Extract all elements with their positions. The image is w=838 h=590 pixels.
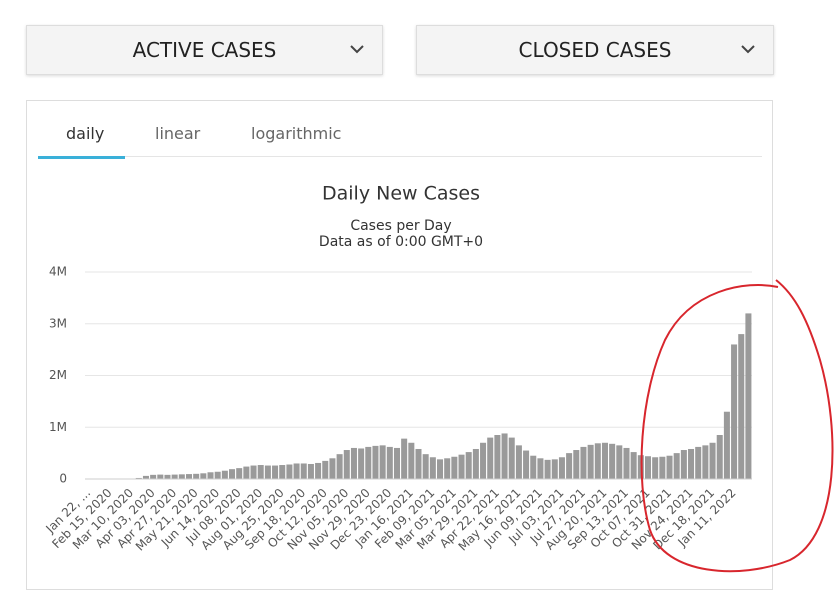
bar <box>251 466 257 479</box>
bar <box>308 464 314 479</box>
bar <box>272 466 278 479</box>
bar <box>731 344 737 479</box>
chart-title: Daily New Cases <box>322 183 480 205</box>
bar <box>710 443 716 479</box>
bar <box>193 474 199 479</box>
bar <box>243 467 249 479</box>
bar <box>516 445 522 479</box>
bar <box>415 449 421 479</box>
bar <box>509 438 515 479</box>
bar <box>401 439 407 479</box>
bar <box>315 463 321 479</box>
bar <box>265 466 271 479</box>
bar <box>200 473 206 479</box>
page: ACTIVE CASES CLOSED CASES daily linear l… <box>0 0 838 577</box>
bar <box>387 447 393 479</box>
bar <box>667 456 673 479</box>
bar <box>502 433 508 479</box>
bar <box>186 474 192 479</box>
bar <box>724 412 730 479</box>
bar <box>236 468 242 479</box>
bar <box>229 469 235 479</box>
bar <box>738 334 744 479</box>
bar <box>745 313 751 479</box>
bar <box>294 463 300 479</box>
bar <box>207 472 213 479</box>
bar <box>702 445 708 479</box>
bar <box>530 456 536 479</box>
bar <box>451 457 457 479</box>
bar <box>372 446 378 479</box>
bar <box>595 443 601 479</box>
bar <box>358 448 364 479</box>
bar <box>588 445 594 479</box>
bar <box>580 447 586 479</box>
bar <box>365 447 371 479</box>
bar <box>609 444 615 479</box>
bar <box>473 449 479 479</box>
bar <box>537 458 543 479</box>
bar <box>523 451 529 479</box>
bar <box>545 460 551 479</box>
bar <box>322 461 328 479</box>
bar <box>717 435 723 479</box>
bar <box>466 452 472 479</box>
bar <box>695 447 701 479</box>
chart: Daily New Cases Cases per Day Data as of… <box>0 0 838 577</box>
bar <box>444 458 450 479</box>
bar <box>645 456 651 479</box>
bar <box>573 450 579 479</box>
bar <box>659 457 665 479</box>
bar <box>279 465 285 479</box>
bar <box>351 448 357 479</box>
bar <box>487 438 493 479</box>
bar <box>337 454 343 479</box>
y-tick-label: 1M <box>49 420 67 434</box>
bar <box>494 435 500 479</box>
bar <box>164 475 170 479</box>
bar <box>681 450 687 479</box>
bar <box>179 474 185 479</box>
bar <box>423 454 429 479</box>
bar <box>380 445 386 479</box>
bar <box>286 465 292 479</box>
bar <box>566 453 572 479</box>
y-tick-label: 0 <box>59 472 67 486</box>
chart-subtitle: Cases per Day <box>350 218 451 234</box>
bar <box>344 450 350 479</box>
bar <box>408 443 414 479</box>
bar <box>215 472 221 479</box>
bar <box>459 455 465 479</box>
bar <box>150 475 156 479</box>
bar <box>394 448 400 479</box>
bar <box>172 475 178 479</box>
y-tick-label: 4M <box>49 265 67 279</box>
bar <box>616 445 622 479</box>
bar <box>631 452 637 479</box>
bar <box>674 453 680 479</box>
bar <box>329 458 335 479</box>
bar <box>222 471 228 479</box>
bar <box>157 475 163 479</box>
bar <box>623 448 629 479</box>
bar <box>437 459 443 479</box>
y-tick-label: 2M <box>49 368 67 382</box>
y-tick-label: 3M <box>49 316 67 330</box>
bar <box>652 457 658 479</box>
bar <box>688 449 694 479</box>
bar <box>552 459 558 479</box>
bar <box>559 457 565 479</box>
bar <box>480 443 486 479</box>
bar <box>602 443 608 479</box>
bar <box>301 463 307 479</box>
bar <box>430 457 436 479</box>
bar <box>258 465 264 479</box>
chart-note: Data as of 0:00 GMT+0 <box>319 234 483 250</box>
